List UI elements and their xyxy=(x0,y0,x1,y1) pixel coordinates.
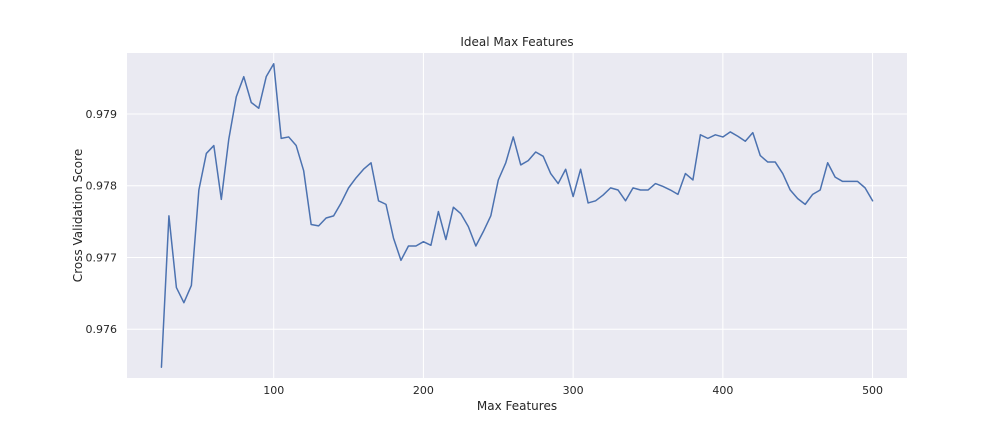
y-tick-label: 0.978 xyxy=(86,180,118,193)
x-gridlines xyxy=(273,53,874,378)
x-tick-label: 400 xyxy=(712,384,733,397)
x-tick-labels: 100 200 300 400 500 xyxy=(263,384,883,397)
x-tick-label: 500 xyxy=(862,384,883,397)
x-axis-label: Max Features xyxy=(477,399,557,413)
y-tick-label: 0.977 xyxy=(86,251,118,264)
y-axis-label: Cross Validation Score xyxy=(71,149,85,282)
x-tick-label: 300 xyxy=(563,384,584,397)
chart-title: Ideal Max Features xyxy=(460,35,573,49)
y-tick-label: 0.976 xyxy=(86,323,118,336)
x-tick-label: 200 xyxy=(413,384,434,397)
y-gridlines xyxy=(127,113,907,330)
y-tick-label: 0.979 xyxy=(86,108,118,121)
y-tick-labels: 0.976 0.977 0.978 0.979 xyxy=(86,108,118,336)
series-lines xyxy=(160,63,874,368)
series-line xyxy=(160,63,874,368)
x-tick-label: 100 xyxy=(263,384,284,397)
